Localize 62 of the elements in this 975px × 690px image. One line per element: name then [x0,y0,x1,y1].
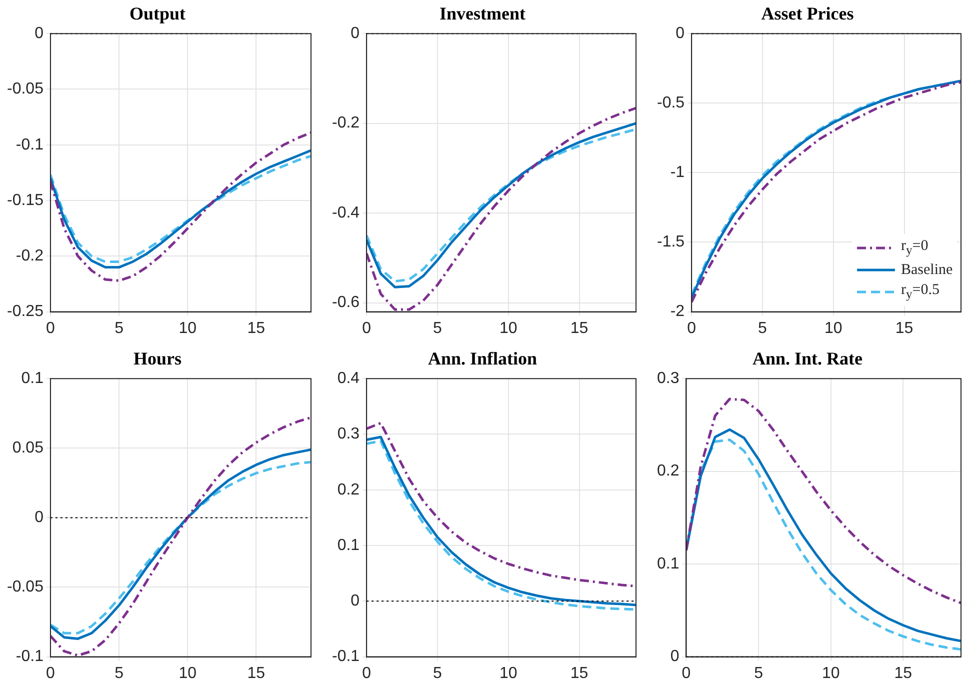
y-tick-label: 0.3 [337,426,360,443]
y-tick-label: -0.05 [7,80,44,98]
chart-title: Output [129,3,186,24]
y-tick-label: 0.3 [656,370,680,388]
x-tick-label: 5 [433,664,442,682]
legend-label: r$_{y}$=0 [901,236,928,259]
y-tick-label: 0 [670,648,680,666]
x-tick-label: 5 [433,320,442,337]
x-tick-label: 5 [758,320,768,337]
y-tick-label: -0.1 [332,648,360,666]
x-tick-label: 15 [570,320,588,337]
chart-title: Ann. Inflation [428,348,538,368]
y-tick-label: -1.5 [656,234,685,251]
y-tick-label: -2 [670,303,685,320]
x-tick-label: 0 [362,664,372,682]
x-tick-label: 0 [687,320,696,337]
x-tick-label: 10 [824,320,842,337]
y-tick-label: -0.5 [656,94,685,112]
x-tick-label: 10 [178,320,197,337]
y-tick-label: -0.6 [332,294,360,312]
chart-title: Investment [440,3,526,24]
x-tick-label: 10 [178,664,197,682]
y-tick-label: 0 [34,509,44,526]
y-tick-label: 0 [350,592,360,610]
y-tick-label: 0.1 [21,370,44,388]
x-tick-label: 15 [570,664,588,682]
y-tick-label: 0.2 [337,481,360,498]
y-tick-label: -0.2 [16,248,44,265]
y-tick-label: -0.1 [16,136,44,154]
x-tick-label: 0 [46,664,56,682]
y-tick-label: 0.05 [12,440,44,457]
y-tick-label: 0.1 [337,536,360,554]
y-tick-label: -0.25 [7,303,44,320]
y-tick-label: -0.4 [332,204,360,222]
x-tick-label: 0 [362,320,372,337]
legend-label: r$_{y}$=0.5 [901,280,940,303]
y-tick-label: 0.4 [337,370,360,388]
x-tick-label: 15 [247,320,266,337]
x-tick-label: 15 [894,664,912,682]
y-tick-label: 0.1 [656,555,680,572]
x-tick-label: 15 [895,320,914,337]
y-tick-label: -1 [670,164,685,182]
y-tick-label: 0 [34,25,44,42]
x-tick-label: 10 [499,320,518,337]
x-tick-label: 10 [822,664,840,682]
chart-title: Asset Prices [761,3,854,24]
x-tick-label: 15 [247,664,266,682]
chart-title: Hours [133,348,182,368]
y-tick-label: -0.05 [7,578,44,596]
y-tick-label: -0.2 [332,114,360,132]
y-tick-label: -0.15 [7,192,44,209]
y-tick-label: 0 [676,25,685,42]
x-tick-label: 5 [114,320,124,337]
x-tick-label: 5 [114,664,124,682]
y-tick-label: -0.1 [16,648,44,666]
y-tick-label: 0.2 [656,462,680,480]
x-tick-label: 0 [46,320,56,337]
x-tick-label: 10 [499,664,518,682]
x-tick-label: 5 [754,664,764,682]
y-tick-label: 0 [350,25,360,42]
chart-title: Ann. Int. Rate [752,348,863,368]
legend-label: Baseline [901,260,953,280]
